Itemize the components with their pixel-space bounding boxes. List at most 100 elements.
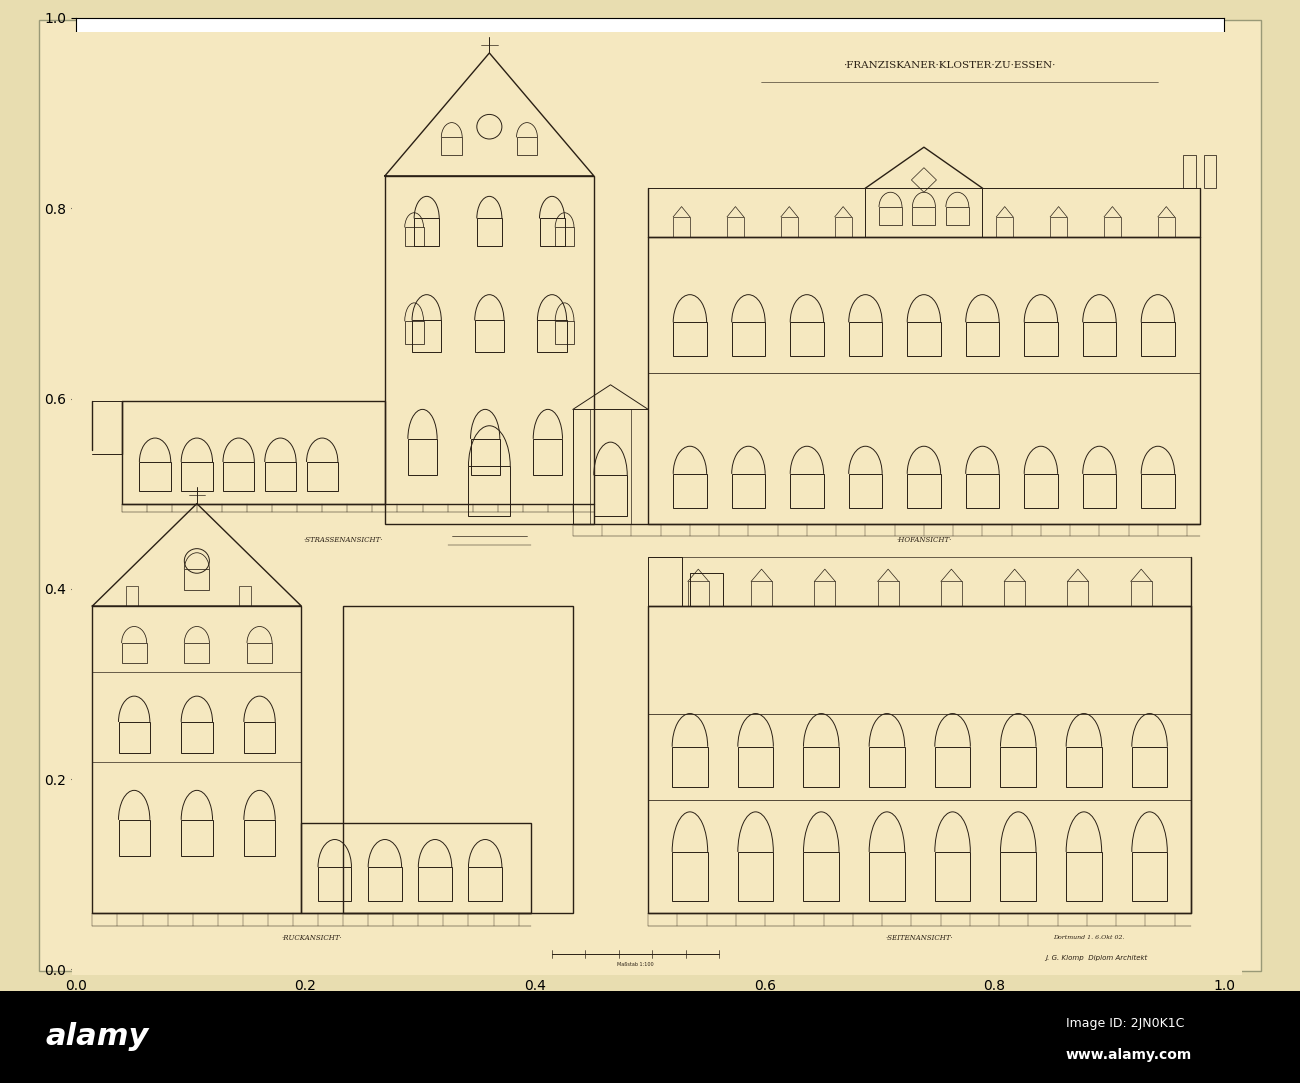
Bar <box>1204 155 1217 188</box>
Bar <box>803 852 838 901</box>
Bar <box>790 474 824 508</box>
Bar <box>181 820 212 856</box>
Text: ·FRANZISKANER·KLOSTER·ZU·ESSEN·: ·FRANZISKANER·KLOSTER·ZU·ESSEN· <box>842 61 1056 69</box>
Bar <box>118 820 150 856</box>
Bar <box>1131 582 1152 606</box>
Bar <box>555 322 575 343</box>
Bar <box>649 237 1200 524</box>
Bar <box>849 323 883 356</box>
Bar <box>996 217 1013 237</box>
Bar <box>1132 746 1167 787</box>
Bar <box>244 722 276 754</box>
Bar <box>537 321 567 352</box>
Bar <box>118 722 150 754</box>
Bar <box>690 573 723 606</box>
Bar <box>1004 582 1026 606</box>
Bar <box>441 138 463 155</box>
Bar <box>1183 155 1196 188</box>
Bar <box>1024 323 1058 356</box>
Bar <box>368 867 402 901</box>
Bar <box>244 820 276 856</box>
Bar <box>1066 852 1101 901</box>
Bar <box>870 852 905 901</box>
Bar <box>185 643 209 664</box>
Text: Dortmund 1. 6.Okt 02.: Dortmund 1. 6.Okt 02. <box>1053 936 1124 940</box>
Bar <box>1067 582 1088 606</box>
Bar <box>727 217 744 237</box>
Bar <box>907 474 941 508</box>
Bar <box>412 321 441 352</box>
Bar <box>688 582 709 606</box>
Bar <box>468 467 510 516</box>
Bar <box>935 746 970 787</box>
Bar <box>122 643 147 664</box>
Text: alamy: alamy <box>46 1022 150 1052</box>
Bar <box>946 207 968 225</box>
Text: Image ID: 2JN0K1C: Image ID: 2JN0K1C <box>1066 1017 1184 1030</box>
Bar <box>781 217 798 237</box>
Bar <box>474 321 504 352</box>
Bar <box>419 867 452 901</box>
Bar <box>318 867 351 901</box>
Bar <box>92 606 302 913</box>
Bar <box>1050 217 1067 237</box>
Bar <box>732 474 766 508</box>
Bar <box>122 401 385 504</box>
Bar <box>185 570 209 589</box>
Bar <box>878 582 898 606</box>
Bar <box>849 474 883 508</box>
Bar <box>941 582 962 606</box>
Bar <box>738 746 774 787</box>
Bar <box>247 643 272 664</box>
Bar <box>966 323 1000 356</box>
Bar <box>1001 746 1036 787</box>
Text: Maßstab 1:100: Maßstab 1:100 <box>618 963 654 967</box>
Bar <box>594 475 627 516</box>
Bar <box>126 586 138 606</box>
Bar <box>307 462 338 492</box>
Bar <box>1024 474 1058 508</box>
Bar <box>649 606 1191 913</box>
Text: ·HOFANSICHT·: ·HOFANSICHT· <box>896 536 952 545</box>
Bar <box>415 219 439 246</box>
Text: www.alamy.com: www.alamy.com <box>1066 1048 1192 1062</box>
Bar <box>673 323 707 356</box>
Bar <box>1141 323 1175 356</box>
Bar <box>224 462 255 492</box>
Bar <box>1083 323 1117 356</box>
Bar <box>649 557 681 606</box>
Bar <box>265 462 296 492</box>
Bar <box>1083 474 1117 508</box>
Bar <box>533 439 563 475</box>
Bar <box>343 606 573 913</box>
Bar <box>1141 474 1175 508</box>
Bar <box>803 746 838 787</box>
Bar <box>1066 746 1101 787</box>
Bar <box>966 474 1000 508</box>
Bar <box>738 852 774 901</box>
Bar <box>1104 217 1121 237</box>
Text: ·STRASSENANSICHT·: ·STRASSENANSICHT· <box>303 536 384 545</box>
Bar <box>385 175 594 524</box>
Bar <box>471 439 499 475</box>
Bar <box>907 323 941 356</box>
Bar <box>181 722 212 754</box>
Bar <box>516 138 537 155</box>
Bar <box>1001 852 1036 901</box>
Bar <box>673 474 707 508</box>
Bar <box>814 582 836 606</box>
Bar <box>139 462 170 492</box>
Bar <box>870 746 905 787</box>
Bar <box>1132 852 1167 901</box>
Bar <box>573 409 649 524</box>
Bar <box>408 439 437 475</box>
Bar <box>673 217 690 237</box>
Text: ·RUCKANSICHT·: ·RUCKANSICHT· <box>281 934 342 942</box>
Bar <box>751 582 772 606</box>
Text: ·SEITENANSICHT·: ·SEITENANSICHT· <box>885 934 954 942</box>
Bar <box>732 323 766 356</box>
Bar <box>672 852 707 901</box>
Bar <box>468 867 502 901</box>
Bar <box>879 207 902 225</box>
Bar <box>404 322 424 343</box>
